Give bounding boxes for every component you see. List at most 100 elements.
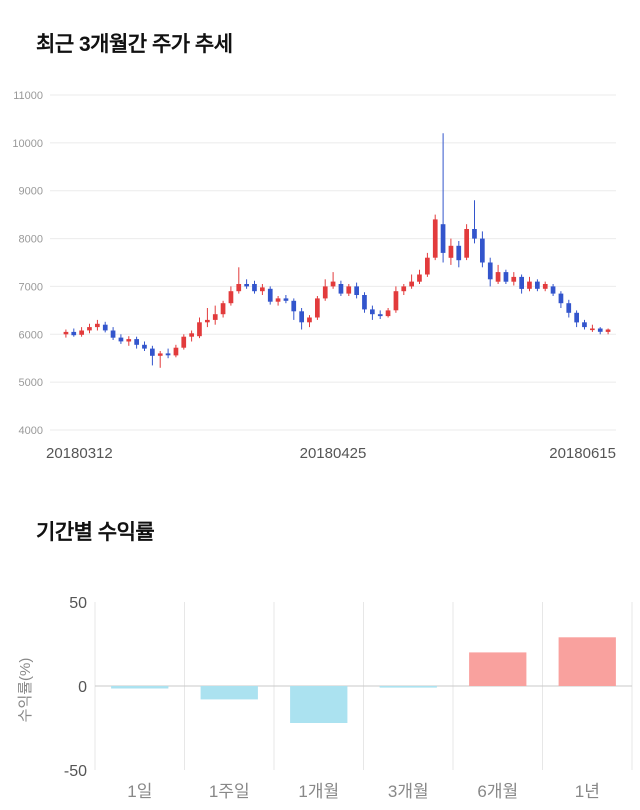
- candle-body: [480, 238, 485, 263]
- y-axis-tick: 5000: [19, 377, 43, 389]
- y-axis-title: 수익률(%): [17, 658, 34, 723]
- candle-body: [150, 348, 155, 356]
- candle-body: [362, 295, 367, 310]
- candle-body: [503, 272, 509, 282]
- candle-body: [377, 314, 383, 317]
- candle-body: [338, 284, 344, 294]
- candle-body: [87, 327, 92, 331]
- candle-body: [228, 291, 234, 304]
- candle-body: [456, 245, 462, 261]
- candle-body: [370, 309, 375, 315]
- candle-body: [527, 281, 532, 289]
- candle-body: [472, 229, 477, 239]
- return-bar: [290, 686, 348, 723]
- y-axis-tick: 8000: [19, 234, 43, 246]
- candle-body: [299, 311, 304, 323]
- y-axis-tick: 9000: [19, 186, 43, 198]
- return-bar: [558, 637, 616, 686]
- candle-body: [173, 347, 179, 356]
- candle-body: [432, 219, 438, 258]
- candle-body: [354, 286, 359, 295]
- candle-body: [275, 298, 281, 302]
- candle-body: [102, 324, 108, 331]
- candle-body: [401, 286, 407, 292]
- candle-body: [220, 303, 226, 315]
- candle-body: [110, 330, 116, 338]
- candle-body: [71, 331, 77, 336]
- candle-body: [582, 322, 587, 328]
- return-bar: [200, 686, 258, 700]
- candle-body: [605, 329, 611, 332]
- candle-body: [205, 319, 210, 323]
- candle-body: [519, 276, 524, 289]
- candle-body: [495, 272, 501, 282]
- candle-body: [566, 303, 572, 313]
- candle-body: [409, 281, 414, 287]
- candle-body: [550, 286, 556, 294]
- y-axis-tick: 11000: [13, 90, 43, 102]
- candle-body: [511, 276, 517, 282]
- candle-body: [236, 284, 242, 292]
- category-label: 3개월: [388, 782, 429, 801]
- candle-body: [267, 288, 273, 302]
- category-label: 6개월: [477, 782, 518, 801]
- candle-body: [181, 336, 187, 348]
- candle-body: [448, 245, 454, 258]
- candle-body: [597, 328, 603, 332]
- candle-body: [315, 298, 320, 318]
- candle-body: [157, 353, 163, 356]
- return-bar: [379, 686, 437, 688]
- candle-body: [558, 293, 564, 304]
- x-axis-label: 20180615: [549, 445, 616, 462]
- candle-body: [417, 274, 422, 282]
- y-axis-tick: -50: [64, 763, 87, 780]
- candle-body: [464, 229, 469, 258]
- candle-body: [346, 286, 352, 294]
- price-trend-title: 최근 3개월간 주가 추세: [36, 33, 233, 56]
- candle-body: [487, 262, 493, 280]
- candlestick-chart: 11000 10000 9000 8000 7000 6000 5000 4000201803…: [12, 90, 616, 462]
- candle-body: [63, 331, 69, 335]
- candle-body: [385, 310, 391, 317]
- candle-body: [212, 314, 218, 320]
- candle-body: [307, 317, 312, 323]
- x-axis-label: 20180425: [300, 445, 367, 462]
- candle-body: [142, 344, 147, 349]
- category-label: 1일: [127, 782, 152, 801]
- candle-body: [425, 257, 430, 275]
- candle-body: [291, 300, 297, 312]
- y-axis-tick: 10000: [12, 138, 43, 150]
- y-axis-tick: 4000: [19, 425, 43, 437]
- return-bar: [469, 652, 527, 686]
- candle-body: [542, 284, 548, 289]
- candle-body: [118, 337, 124, 342]
- x-axis-label: 20180312: [46, 445, 113, 462]
- candle-body: [393, 291, 399, 311]
- period-returns-title: 기간별 수익률: [36, 521, 155, 544]
- candle-body: [79, 330, 84, 335]
- candle-body: [95, 323, 100, 328]
- candle-body: [260, 287, 265, 292]
- candle-body: [126, 339, 132, 342]
- candle-body: [590, 328, 595, 331]
- y-axis-tick: 50: [69, 595, 87, 612]
- return-bar: [111, 686, 169, 689]
- category-label: 1주일: [209, 782, 250, 801]
- y-axis-tick: 0: [78, 679, 87, 696]
- candle-body: [134, 339, 139, 345]
- candle-body: [322, 286, 328, 299]
- y-axis-tick: 6000: [19, 329, 43, 341]
- candle-body: [252, 284, 257, 292]
- candle-body: [197, 322, 202, 337]
- y-axis-tick: 7000: [19, 281, 43, 293]
- returns-bar-chart: 50 0 -50 1일 1주일 1개월 3개월 6개월 1년 수익률(%): [17, 595, 633, 801]
- candle-body: [440, 224, 446, 253]
- category-label: 1년: [575, 782, 600, 801]
- candle-body: [283, 298, 289, 301]
- candle-body: [189, 333, 194, 337]
- candle-body: [330, 281, 336, 287]
- category-label: 1개월: [298, 782, 339, 801]
- candle-body: [165, 353, 171, 356]
- candle-body: [574, 312, 579, 323]
- candle-body: [244, 284, 249, 287]
